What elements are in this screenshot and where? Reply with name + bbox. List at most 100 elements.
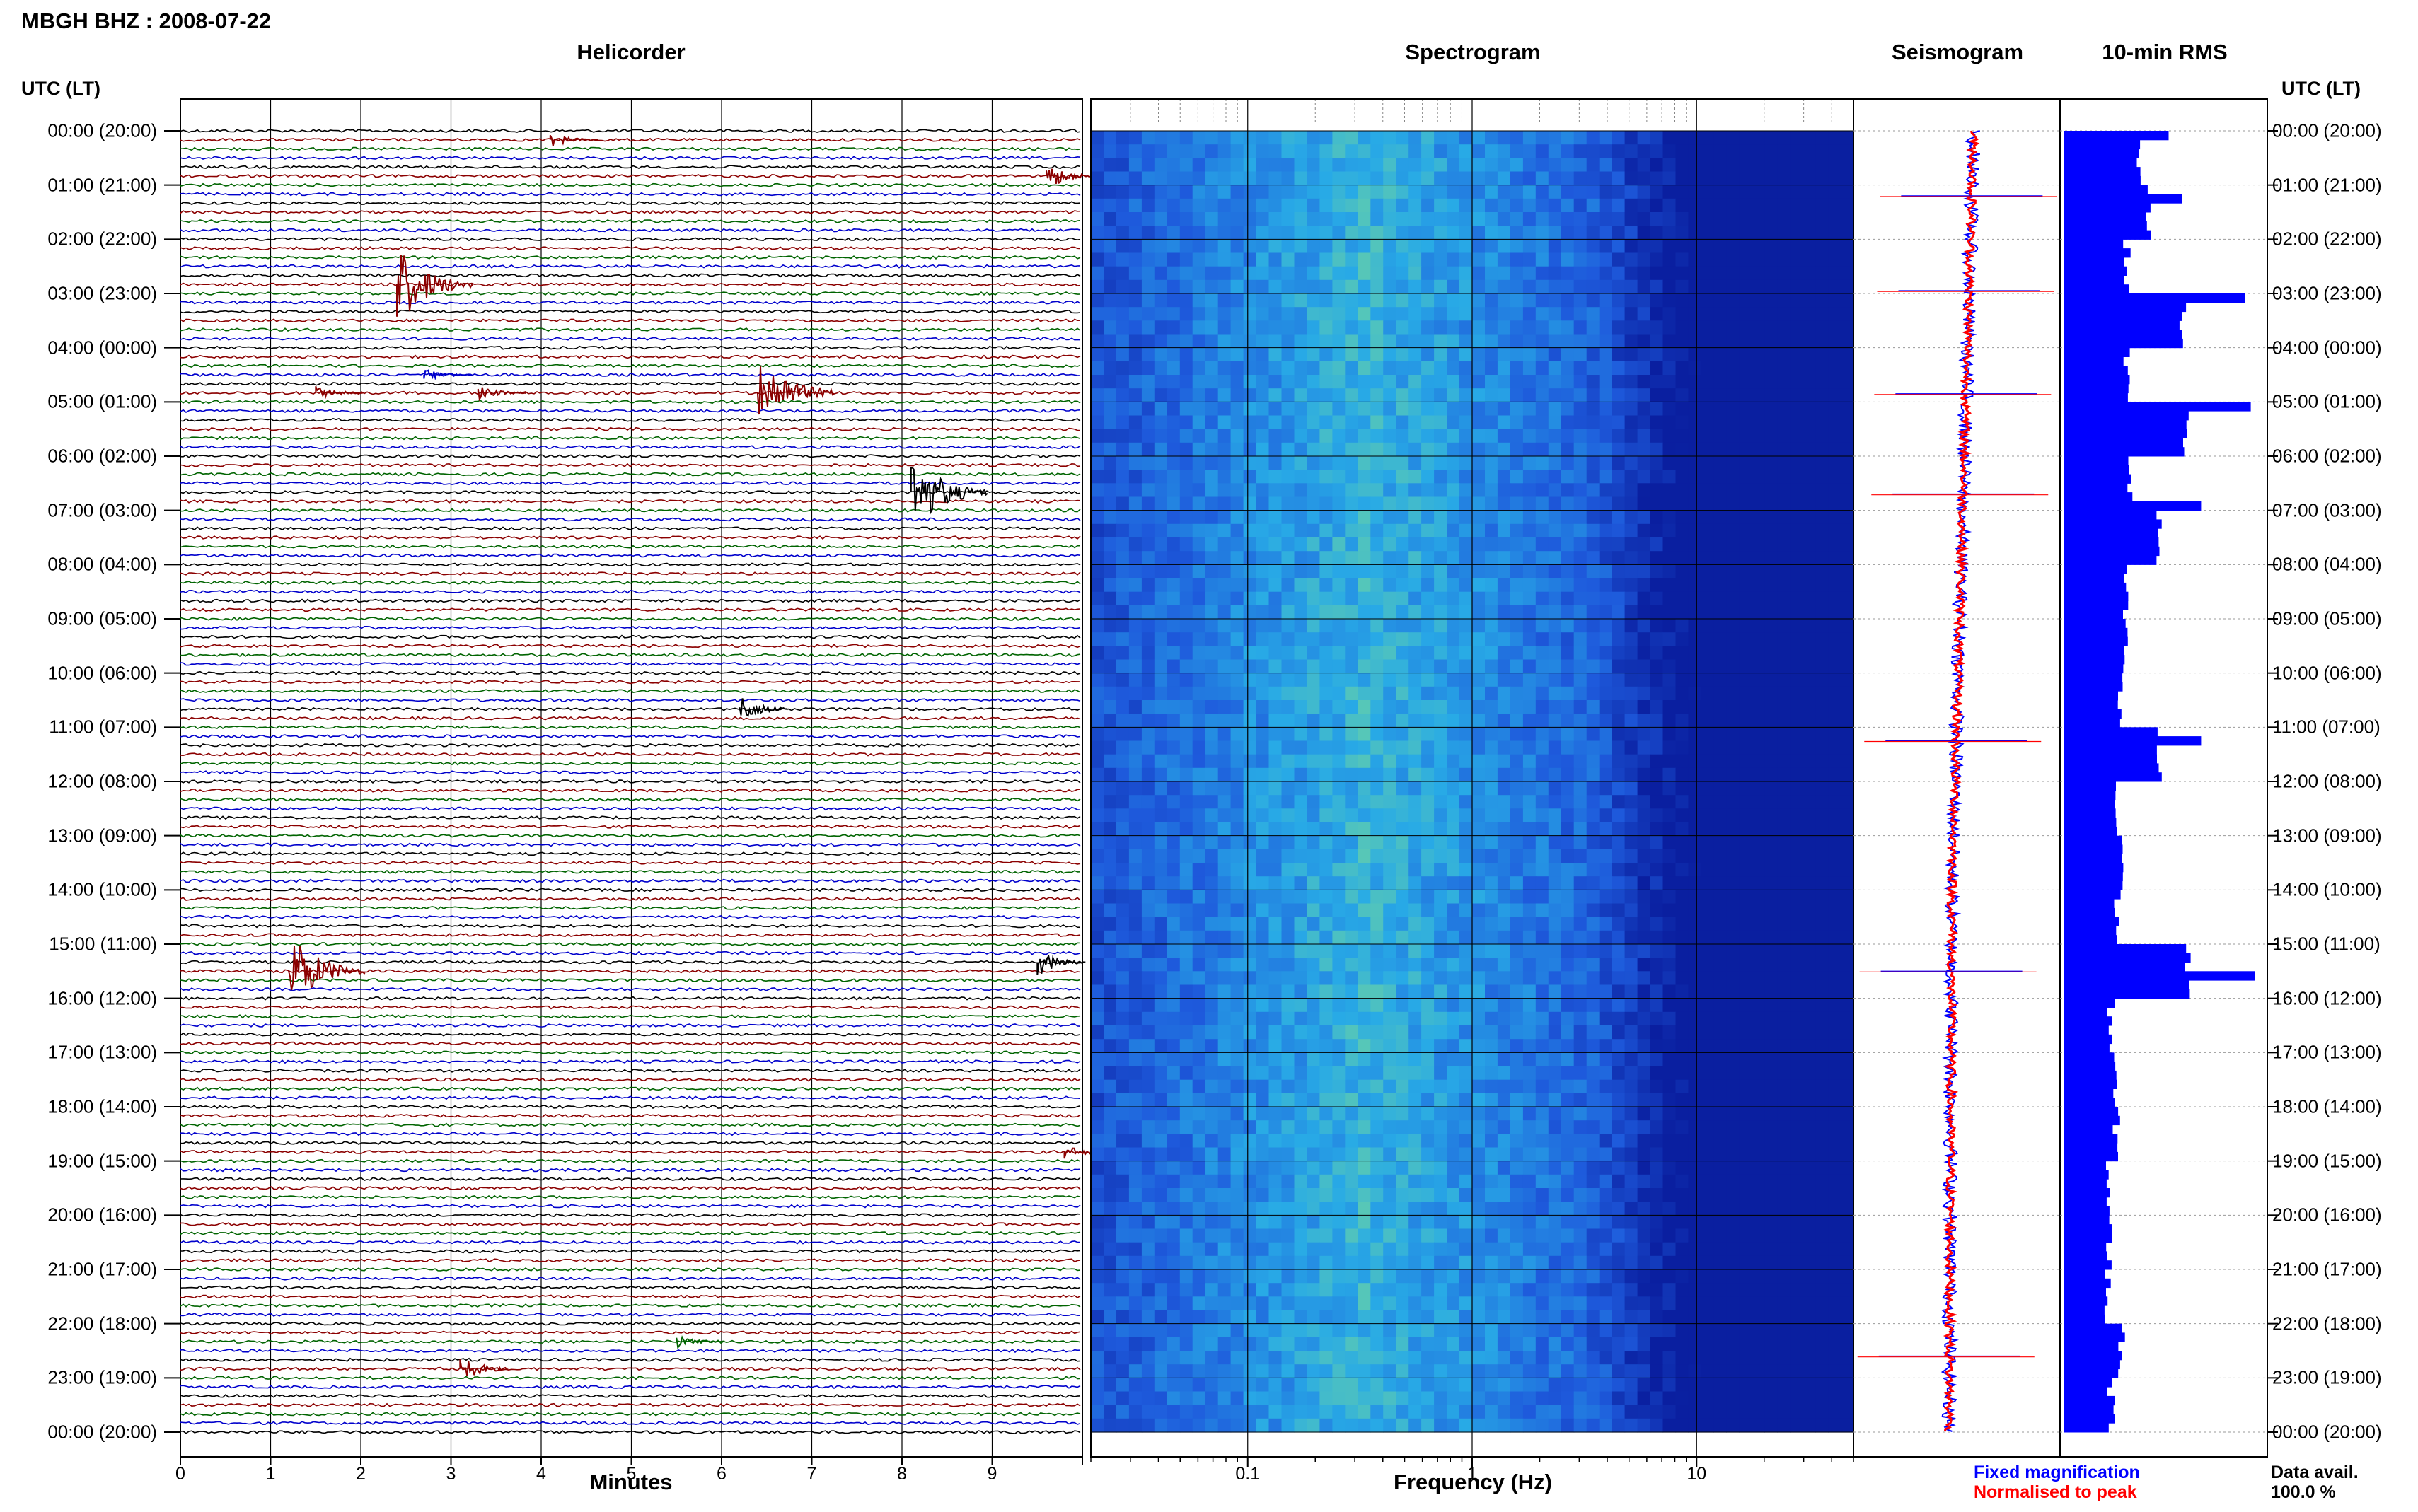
spectrogram-cell [1281, 781, 1295, 796]
spectrogram-cell [1777, 212, 1791, 226]
spectrogram-cell [1179, 619, 1193, 633]
spectrogram-cell [1777, 822, 1791, 837]
spectrogram-cell [1332, 523, 1346, 538]
spectrogram-cell [1434, 781, 1447, 796]
spectrogram-cell [1243, 483, 1257, 498]
spectrogram-cell [1217, 239, 1232, 254]
spectrogram-cell [1370, 1161, 1384, 1175]
spectrogram-cell [1726, 1025, 1740, 1040]
spectrogram-cell [1268, 226, 1283, 240]
spectrogram-cell [1268, 578, 1283, 593]
spectrogram-cell [1408, 578, 1422, 593]
spectrogram-cell [1510, 361, 1524, 376]
spectrogram-cell [1739, 822, 1752, 837]
spectrogram-cell [1485, 144, 1498, 158]
spectrogram-cell [1803, 429, 1816, 443]
spectrogram-cell [1624, 890, 1638, 905]
spectrogram-cell [1739, 361, 1752, 376]
spectrogram-cell [1396, 144, 1409, 158]
spectrogram-cell [1268, 822, 1283, 837]
spectrogram-cell [1701, 212, 1714, 226]
spectrogram-cell [1841, 496, 1854, 511]
spectrogram-cell [1243, 1079, 1257, 1094]
spectrogram-cell [1803, 361, 1816, 376]
spectrogram-cell [1205, 388, 1219, 402]
spectrogram-cell [1243, 375, 1257, 389]
spectrogram-cell [1307, 226, 1320, 240]
spectrogram-cell [1396, 835, 1409, 850]
spectrogram-cell [1256, 226, 1270, 240]
spectrogram-cell [1104, 808, 1117, 823]
spectrogram-cell [1434, 307, 1447, 321]
spectrogram-cell [1217, 822, 1232, 837]
spectrogram-cell [1205, 930, 1219, 945]
spectrogram-cell [1370, 402, 1384, 417]
spectrogram-cell [1459, 673, 1473, 687]
spectrogram-cell [1167, 1052, 1181, 1067]
spectrogram-cell [1612, 1066, 1626, 1081]
spectrogram-cell [1752, 605, 1765, 620]
spectrogram-cell [1128, 171, 1143, 186]
spectrogram-cell [1841, 198, 1854, 213]
spectrogram-cell [1104, 1011, 1117, 1026]
spectrogram-cell [1688, 144, 1701, 158]
helicorder-trace [180, 1105, 1081, 1110]
spectrogram-cell [1230, 510, 1244, 525]
spectrogram-cell [1485, 863, 1498, 877]
spectrogram-cell [1434, 930, 1447, 945]
spectrogram-cell [1803, 714, 1816, 728]
spectrogram-cell [1764, 632, 1778, 646]
spectrogram-cell [1358, 998, 1371, 1013]
spectrogram-cell [1383, 781, 1396, 796]
spectrogram-cell [1752, 808, 1765, 823]
spectrogram-cell [1573, 591, 1587, 606]
spectrogram-cell [1230, 226, 1244, 240]
spectrogram-cell [1701, 1188, 1714, 1202]
spectrogram-cell [1459, 890, 1473, 905]
spectrogram-cell [1205, 402, 1219, 417]
spectrogram-cell [1383, 686, 1396, 701]
spectrogram-cell [1091, 930, 1104, 945]
spectrogram-cell [1091, 185, 1104, 199]
spectrogram-cell [1154, 293, 1168, 308]
spectrogram-cell [1815, 185, 1829, 199]
spectrogram-cell [1510, 1161, 1524, 1175]
spectrogram-cell [1726, 578, 1740, 593]
spectrogram-cell [1205, 781, 1219, 796]
spectrogram-cell [1332, 252, 1346, 267]
spectrogram-cell [1370, 1120, 1384, 1134]
spectrogram-cell [1396, 320, 1409, 335]
spectrogram-cell [1675, 266, 1689, 281]
spectrogram-cell [1268, 320, 1283, 335]
spectrogram-cell [1396, 564, 1409, 579]
spectrogram-title: Spectrogram [1405, 40, 1541, 64]
spectrogram-cell [1217, 930, 1232, 945]
spectrogram-cell [1739, 1120, 1752, 1134]
spectrogram-cell [1243, 822, 1257, 837]
spectrogram-cell [1675, 1202, 1689, 1216]
spectrogram-cell [1179, 307, 1193, 321]
spectrogram-cell [1421, 917, 1435, 931]
spectrogram-cell [1497, 212, 1511, 226]
spectrogram-cell [1319, 917, 1333, 931]
spectrogram-cell [1230, 279, 1244, 294]
spectrogram-cell [1485, 307, 1498, 321]
spectrogram-cell [1307, 673, 1320, 687]
spectrogram-cell [1256, 1147, 1270, 1162]
spectrogram-cell [1650, 252, 1664, 267]
spectrogram-cell [1662, 510, 1677, 525]
spectrogram-cell [1599, 1052, 1613, 1067]
spectrogram-cell [1128, 673, 1143, 687]
spectrogram-cell [1739, 591, 1752, 606]
spectrogram-cell [1459, 971, 1473, 986]
spectrogram-cell [1485, 646, 1498, 661]
spectrogram-cell [1675, 890, 1689, 905]
spectrogram-cell [1281, 944, 1295, 958]
spectrogram-cell [1408, 917, 1422, 931]
spectrogram-cell [1421, 686, 1435, 701]
spectrogram-cell [1345, 470, 1358, 484]
spectrogram-cell [1281, 442, 1295, 457]
spectrogram-cell [1447, 347, 1460, 362]
spectrogram-cell [1332, 429, 1346, 443]
spectrogram-cell [1535, 551, 1549, 565]
